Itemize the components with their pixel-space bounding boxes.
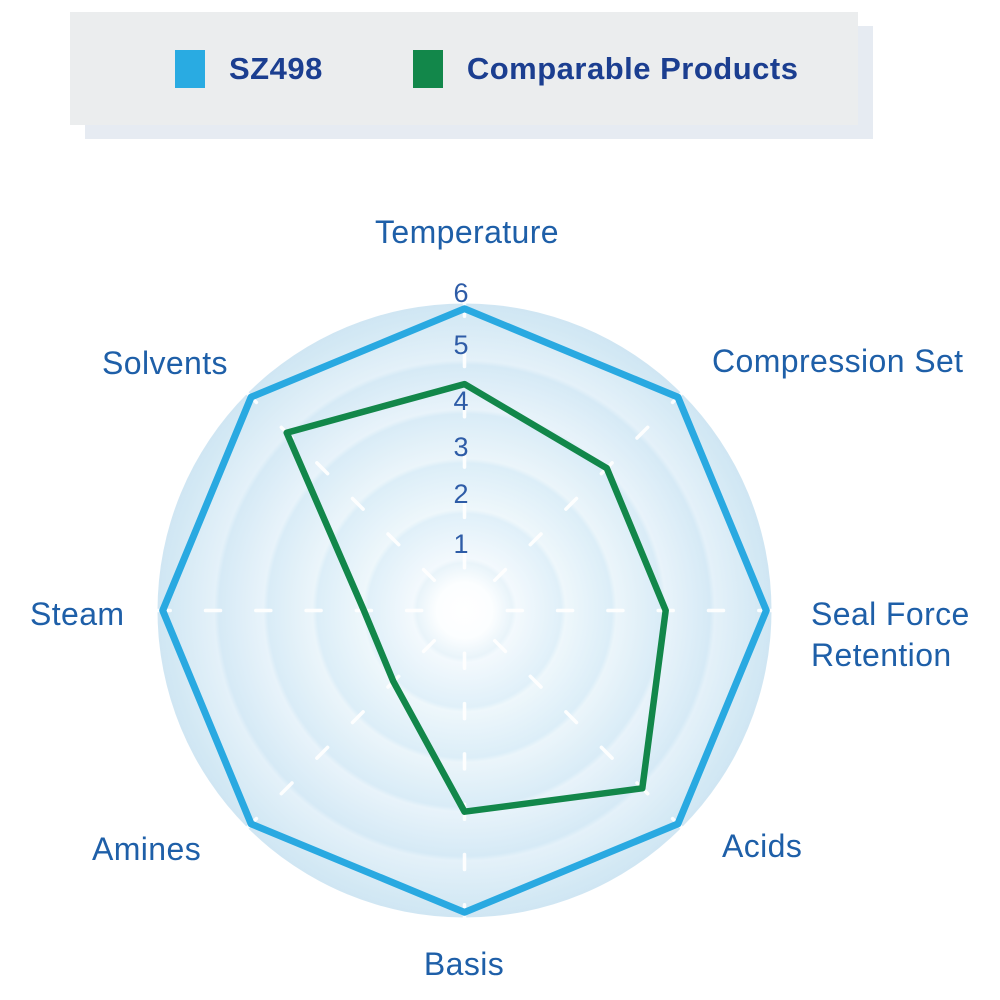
axis-label-line: Seal Force	[811, 596, 970, 632]
axis-label-line: Retention	[811, 637, 952, 673]
axis-label-seal-force-retention: Seal Force Retention	[811, 596, 979, 673]
legend-bar: SZ498 Comparable Products	[70, 12, 858, 125]
series-polygon-sz498	[159, 305, 770, 916]
ring-tick-dash	[528, 674, 543, 689]
legend-label-comparable-products: Comparable Products	[466, 50, 799, 86]
legend-swatch-comparable-products	[412, 49, 443, 88]
ring-tick-dash	[528, 532, 543, 547]
legend-item-sz498: SZ498	[175, 49, 323, 88]
axis-label-steam: Steam	[30, 596, 124, 632]
ring-background	[157, 303, 772, 918]
axis-label-basis: Basis	[424, 946, 504, 982]
ring-tick-dash	[564, 496, 579, 511]
axis-label-temperature: Temperature	[375, 214, 559, 250]
axis-label-amines: Amines	[92, 831, 201, 867]
series-polygon-comparable-products	[283, 380, 669, 815]
tick-label-3: 3	[453, 432, 468, 462]
axis-label-compression-set: Compression Set	[712, 343, 963, 379]
ring-tick-dash	[315, 461, 330, 476]
ring-tick-dash	[386, 532, 401, 547]
ring-tick-dash	[350, 496, 365, 511]
tick-label-2: 2	[453, 479, 468, 509]
ring-tick-dash	[635, 425, 650, 440]
legend-item-comparable-products: Comparable Products	[412, 49, 799, 88]
ring-tick-dash	[350, 710, 365, 725]
tick-label-1: 1	[453, 529, 468, 559]
ring-tick-dash	[492, 638, 508, 654]
ring-tick-dash	[315, 745, 330, 760]
ring-tick-dash	[564, 710, 579, 725]
legend-label-sz498: SZ498	[229, 50, 323, 86]
ring-tick-marks	[153, 299, 776, 922]
legend-swatch-sz498	[175, 49, 205, 88]
ring-tick-dash	[599, 745, 614, 760]
ring-tick-dash	[279, 781, 294, 796]
ring-tick-dash	[421, 567, 437, 583]
tick-label-5: 5	[453, 330, 468, 360]
axis-label-acids: Acids	[722, 828, 802, 864]
ring-tick-dash	[492, 567, 508, 583]
tick-label-4: 4	[453, 386, 468, 416]
ring-tick-dash	[421, 638, 437, 654]
axis-label-solvents: Solvents	[102, 345, 228, 381]
tick-label-6: 6	[453, 278, 468, 308]
